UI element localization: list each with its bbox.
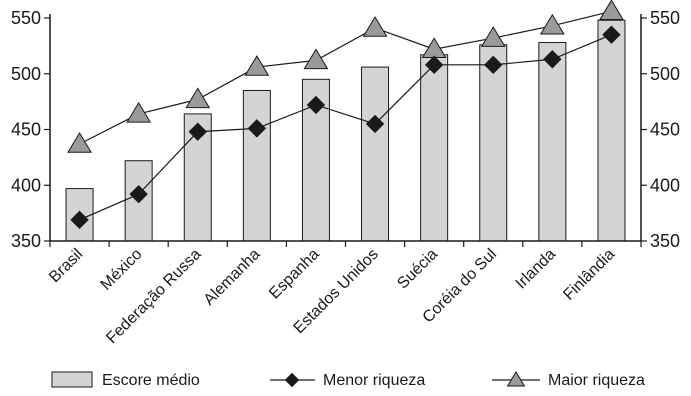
- y-tick-label-right: 550: [650, 8, 680, 28]
- legend: Escore médio Menor riqueza Maior riqueza: [51, 371, 645, 389]
- line-maior-riqueza: [79, 10, 612, 145]
- bar-Espanha: [301, 78, 330, 242]
- axes-layer: 350 350 400 400 450 450 500 500 550 550 Brasil Méxi…: [11, 8, 680, 347]
- marker-menor-riqueza-Suécia: [424, 55, 444, 75]
- y-tick-label-left: 400: [11, 175, 41, 195]
- bar-Estados Unidos: [361, 66, 390, 242]
- y-tick-label-left: 550: [11, 8, 41, 28]
- y-tick-label-left: 450: [11, 120, 41, 140]
- x-tick-label-Brasil: Brasil: [46, 246, 86, 286]
- marker-menor-riqueza-Estados Unidos: [365, 114, 385, 134]
- bar-Alemanha: [242, 89, 271, 242]
- marker-menor-riqueza-Coréia do Sul: [484, 55, 503, 75]
- bar-Irlanda: [538, 42, 567, 242]
- marker-maior-riqueza-Irlanda: [539, 13, 565, 35]
- marker-menor-riqueza-Federação Russa: [188, 122, 207, 141]
- marker-menor-riqueza-Alemanha: [247, 119, 267, 138]
- legend-label-maior-riqueza: Maior riqueza: [548, 372, 645, 389]
- marker-maior-riqueza-Federação Russa: [185, 87, 211, 109]
- legend-label-menor-riqueza: Menor riqueza: [323, 372, 425, 389]
- x-tick-label-Alemanha: Alemanha: [201, 246, 264, 309]
- bar-Coréia do Sul: [479, 44, 508, 242]
- marker-maior-riqueza-Espanha: [303, 48, 329, 70]
- marker-menor-riqueza-Irlanda: [543, 50, 562, 69]
- marker-maior-riqueza-Brasil: [67, 132, 92, 153]
- y-tick-label-right: 350: [650, 231, 680, 251]
- marker-menor-riqueza-Finlândia: [602, 25, 621, 44]
- bar-Suécia: [420, 54, 449, 242]
- bars-layer: [65, 19, 626, 242]
- marker-maior-riqueza-Alemanha: [244, 55, 270, 76]
- y-tick-label-right: 450: [650, 120, 680, 140]
- markers-layer: [67, 0, 624, 230]
- marker-menor-riqueza-Espanha: [306, 95, 326, 115]
- x-tick-label-Espanha: Espanha: [266, 246, 323, 303]
- x-tick-label-Finlândia: Finlândia: [560, 246, 618, 304]
- marker-maior-riqueza-Estados Unidos: [362, 16, 388, 37]
- y-tick-label-left: 500: [11, 64, 41, 84]
- legend-marker-menor-riqueza: [284, 372, 300, 388]
- marker-maior-riqueza-Finlândia: [599, 0, 624, 21]
- bar-Finlândia: [597, 19, 626, 242]
- x-tick-label-Suécia: Suécia: [394, 246, 441, 293]
- y-tick-label-left: 350: [11, 231, 41, 251]
- legend-swatch-escore-medio: [51, 371, 93, 388]
- y-tick-label-right: 500: [650, 64, 680, 84]
- marker-maior-riqueza-México: [126, 101, 152, 123]
- marker-maior-riqueza-Coréia do Sul: [480, 26, 506, 47]
- x-tick-label-México: México: [98, 246, 146, 294]
- marker-menor-riqueza-Brasil: [70, 210, 89, 230]
- marker-menor-riqueza-México: [129, 184, 148, 204]
- legend-marker-maior-riqueza: [506, 371, 526, 387]
- y-tick-label-right: 400: [650, 175, 680, 195]
- lines-layer: [79, 10, 612, 221]
- x-tick-label-Irlanda: Irlanda: [513, 246, 560, 293]
- legend-label-escore-medio: Escore médio: [102, 372, 200, 389]
- line-menor-riqueza: [79, 34, 612, 221]
